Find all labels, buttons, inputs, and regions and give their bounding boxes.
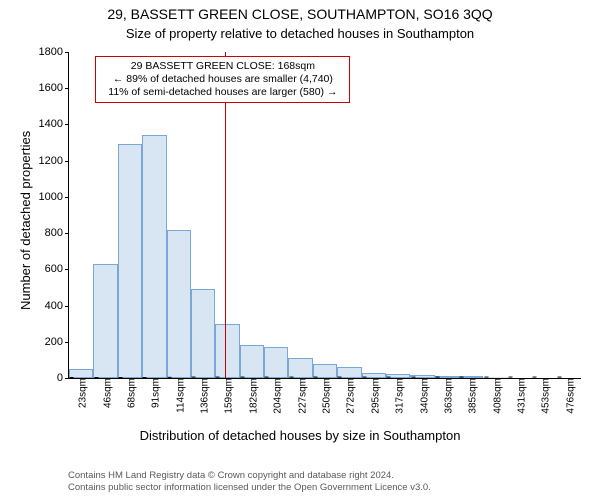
histogram-bar	[313, 364, 337, 378]
y-tick: 1400	[39, 118, 69, 130]
x-tick: 363sqm	[439, 378, 454, 414]
x-tick: 408sqm	[488, 378, 503, 414]
y-axis-label: Number of detached properties	[18, 131, 33, 310]
y-tick: 200	[45, 336, 69, 348]
y-tick: 1600	[39, 82, 69, 94]
histogram-bar	[264, 347, 288, 378]
x-tick: 250sqm	[318, 378, 333, 414]
x-tick: 227sqm	[293, 378, 308, 414]
y-tick: 1200	[39, 155, 69, 167]
x-tick: 453sqm	[537, 378, 552, 414]
histogram-bar	[142, 135, 166, 378]
y-tick: 1000	[39, 191, 69, 203]
x-tick: 68sqm	[122, 378, 137, 408]
histogram-bar	[167, 230, 191, 379]
histogram-bar	[288, 358, 312, 378]
x-tick: 182sqm	[244, 378, 259, 414]
x-tick: 114sqm	[171, 378, 186, 413]
histogram-bar	[240, 345, 264, 378]
x-tick: 317sqm	[391, 378, 406, 414]
x-tick: 340sqm	[415, 378, 430, 414]
x-tick: 385sqm	[464, 378, 479, 414]
attribution: Contains HM Land Registry data © Crown c…	[68, 470, 431, 494]
y-tick: 800	[45, 227, 69, 239]
histogram-bar	[93, 264, 117, 378]
histogram-bar	[118, 144, 142, 378]
plot-area: 02004006008001000120014001600180023sqm46…	[68, 52, 581, 379]
x-tick: 136sqm	[196, 378, 211, 414]
x-tick: 159sqm	[220, 378, 235, 414]
x-tick: 46sqm	[98, 378, 113, 408]
y-tick: 400	[45, 300, 69, 312]
x-tick: 272sqm	[342, 378, 357, 414]
y-tick: 1800	[39, 46, 69, 58]
y-tick: 0	[57, 372, 69, 384]
annotation-line: 29 BASSETT GREEN CLOSE: 168sqm	[102, 60, 343, 73]
annotation-box: 29 BASSETT GREEN CLOSE: 168sqm← 89% of d…	[95, 56, 350, 103]
histogram-bar	[215, 324, 239, 378]
x-tick: 91sqm	[147, 378, 162, 408]
x-tick: 204sqm	[269, 378, 284, 414]
x-tick: 23sqm	[74, 378, 89, 408]
x-tick: 476sqm	[561, 378, 576, 414]
y-tick: 600	[45, 263, 69, 275]
x-tick: 431sqm	[513, 378, 528, 414]
attribution-line1: Contains HM Land Registry data © Crown c…	[68, 470, 431, 482]
attribution-line2: Contains public sector information licen…	[68, 482, 431, 494]
x-axis-label: Distribution of detached houses by size …	[0, 428, 600, 443]
histogram-bar	[191, 289, 215, 378]
chart-subtitle: Size of property relative to detached ho…	[0, 26, 600, 41]
annotation-line: 11% of semi-detached houses are larger (…	[102, 86, 343, 99]
x-tick: 295sqm	[366, 378, 381, 414]
annotation-line: ← 89% of detached houses are smaller (4,…	[102, 73, 343, 86]
chart-title: 29, BASSETT GREEN CLOSE, SOUTHAMPTON, SO…	[0, 6, 600, 22]
